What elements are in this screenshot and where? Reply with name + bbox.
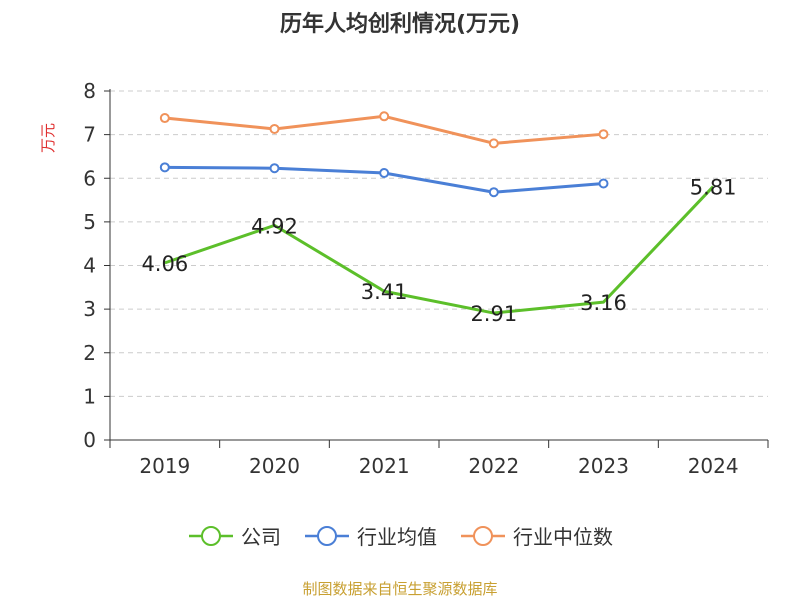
data-point [269,163,280,174]
chart-title: 历年人均创利情况(万元) [279,12,521,37]
legend-marker-industry-median [459,524,507,548]
legend-label: 公司 [241,525,281,549]
x-tick-label: 2023 [578,454,629,478]
y-tick-label: 5 [83,210,96,234]
legend-label: 行业均值 [357,525,437,549]
y-tick-label: 0 [83,428,96,452]
x-tick-label: 2021 [359,454,410,478]
legend-circle [201,525,221,546]
legend-item-industry-avg[interactable]: 行业均值 [303,521,437,550]
data-label: 4.06 [141,252,188,276]
data-label: 5.81 [690,176,737,200]
series-lines [159,111,715,315]
data-point [379,111,390,122]
y-tick-label: 3 [83,297,96,321]
y-axis-title: 万元 [39,123,57,153]
data-labels: 4.06 4.92 3.41 2.91 3.16 5.81 [141,176,736,327]
data-point [598,129,609,140]
data-label: 3.16 [580,291,627,315]
data-label: 2.91 [470,302,517,326]
y-tick-label: 2 [83,341,96,365]
source-note: 制图数据来自恒生聚源数据库 [302,580,498,598]
legend: 公司 行业均值 行业中位数 [0,521,800,550]
legend-label: 行业中位数 [513,525,613,549]
data-point [159,162,170,173]
legend-circle [473,525,493,546]
legend-marker-company [187,524,235,548]
data-point [488,187,499,198]
y-tick-label: 4 [83,254,96,278]
data-point [379,168,390,179]
y-tick-label: 6 [83,166,96,190]
legend-item-industry-median[interactable]: 行业中位数 [459,521,613,550]
data-label: 4.92 [251,214,298,238]
axes: 0 1 2 3 4 5 6 7 8 2019 2020 2021 2022 2023 2024 万元 [39,79,769,478]
data-point [159,113,170,124]
data-label: 3.41 [361,280,408,304]
y-tick-label: 8 [83,79,96,103]
y-tick-label: 7 [83,123,96,147]
legend-item-company[interactable]: 公司 [187,521,281,550]
legend-circle [317,525,337,546]
data-point [598,178,609,189]
x-tick-label: 2020 [249,454,300,478]
y-tick-label: 1 [83,384,96,408]
x-tick-label: 2024 [688,454,739,478]
series-line-0 [164,185,715,315]
x-tick-label: 2019 [139,454,190,478]
legend-marker-industry-avg [303,524,351,548]
grid-lines [110,90,768,397]
data-point [269,123,280,134]
data-point [488,138,499,149]
x-tick-label: 2022 [468,454,519,478]
